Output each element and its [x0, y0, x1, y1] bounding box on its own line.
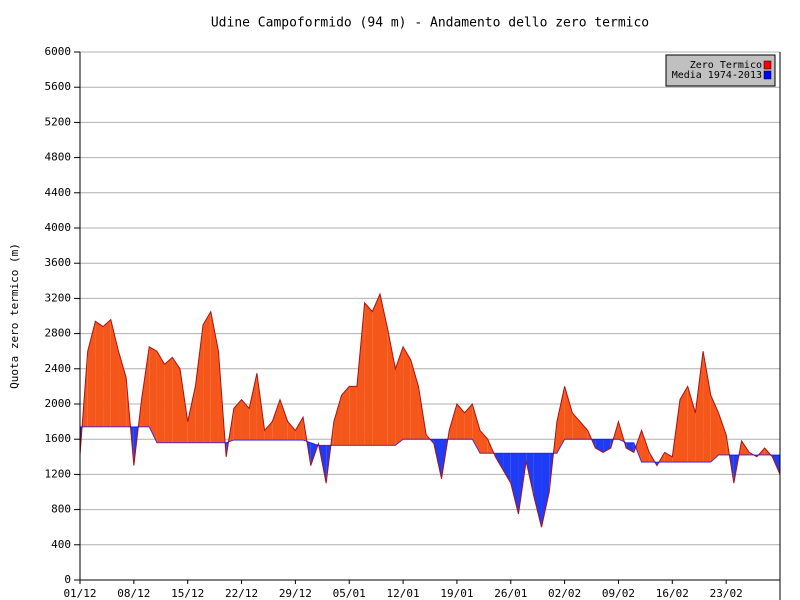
fill-above — [172, 357, 180, 443]
y-tick-label: 2400 — [45, 362, 72, 375]
y-tick-label: 0 — [64, 573, 71, 586]
fill-above — [403, 346, 411, 440]
fill-above — [241, 399, 250, 441]
fill-above — [387, 329, 396, 446]
fill-above — [349, 386, 357, 446]
x-tick-label: 02/02 — [548, 587, 581, 600]
fill-above — [87, 321, 96, 427]
fill-above — [287, 421, 296, 441]
x-tick-label: 26/01 — [494, 587, 527, 600]
fill-above — [333, 395, 342, 446]
fill-above — [695, 351, 704, 463]
x-tick-label: 15/12 — [171, 587, 204, 600]
x-tick-label: 16/02 — [656, 587, 689, 600]
fill-above — [95, 321, 104, 427]
fill-above — [372, 294, 380, 446]
fill-above — [556, 386, 565, 454]
fill-above — [180, 368, 188, 443]
x-tick-label: 09/02 — [602, 587, 635, 600]
fill-above — [156, 351, 165, 443]
series-line — [80, 426, 780, 463]
y-tick-label: 800 — [51, 503, 71, 516]
legend-box — [665, 54, 776, 87]
y-tick-label: 4800 — [45, 151, 72, 164]
fill-above — [187, 386, 196, 443]
y-tick-label: 1600 — [45, 432, 72, 445]
y-tick-label: 3200 — [45, 291, 72, 304]
y-tick-label: 1200 — [45, 467, 72, 480]
fill-above — [103, 319, 111, 427]
fill-below — [533, 453, 542, 528]
fill-above — [356, 302, 365, 446]
fill-below — [626, 442, 634, 453]
fill-above — [710, 395, 719, 463]
y-tick-label: 4000 — [45, 221, 72, 234]
legend-label: Zero Termico — [690, 60, 762, 71]
x-tick-label: 19/01 — [440, 587, 473, 600]
fill-above — [280, 399, 288, 441]
fill-above — [341, 386, 350, 446]
x-tick-label: 22/12 — [225, 587, 258, 600]
y-axis-label: Quota zero termico (m) — [8, 243, 21, 389]
fill-above — [118, 351, 127, 427]
fill-above — [264, 421, 273, 441]
x-tick-label: 05/01 — [333, 587, 366, 600]
fill-above — [380, 294, 388, 446]
fill-above — [110, 319, 119, 427]
fill-above — [295, 417, 304, 441]
fill-above — [687, 386, 696, 463]
x-tick-label: 01/12 — [63, 587, 96, 600]
y-tick-label: 4400 — [45, 186, 72, 199]
x-tick-label: 29/12 — [279, 587, 312, 600]
fill-above — [703, 351, 711, 463]
x-tick-label: 23/02 — [710, 587, 743, 600]
fill-above — [635, 430, 642, 463]
fill-above — [580, 421, 588, 440]
fill-above — [449, 404, 457, 440]
fill-above — [641, 430, 650, 463]
legend-swatch — [763, 60, 772, 70]
legend-swatch — [763, 70, 772, 80]
fill-below — [510, 453, 519, 514]
fill-above — [210, 311, 219, 443]
fill-above — [195, 324, 204, 443]
fill-above — [464, 404, 473, 440]
y-tick-label: 400 — [51, 538, 71, 551]
fill-above — [272, 399, 280, 441]
y-tick-label: 5200 — [45, 115, 72, 128]
fill-above — [564, 386, 573, 440]
fill-above — [680, 386, 688, 463]
y-tick-label: 6000 — [45, 45, 72, 58]
x-tick-label: 12/01 — [387, 587, 420, 600]
chart-title: Udine Campoformido (94 m) - Andamento de… — [211, 16, 649, 31]
fill-above — [456, 404, 465, 440]
fill-above — [164, 357, 173, 443]
fill-above — [141, 346, 150, 427]
fill-above — [472, 404, 480, 454]
y-tick-label: 5600 — [45, 80, 72, 93]
fill-above — [233, 399, 242, 441]
fill-above — [249, 373, 257, 441]
fill-below — [541, 453, 550, 528]
y-tick-label: 2000 — [45, 397, 72, 410]
y-tick-label: 3600 — [45, 256, 72, 269]
fill-above — [664, 452, 673, 463]
fill-below — [503, 453, 511, 484]
fill-above — [149, 346, 157, 443]
y-tick-label: 2800 — [45, 327, 72, 340]
fill-above — [718, 412, 727, 456]
fill-above — [395, 346, 404, 446]
x-tick-label: 08/12 — [117, 587, 150, 600]
legend-label: Media 1974-2013 — [672, 70, 762, 81]
fill-above — [364, 302, 373, 446]
fill-above — [203, 311, 211, 443]
fill-above — [480, 430, 488, 454]
